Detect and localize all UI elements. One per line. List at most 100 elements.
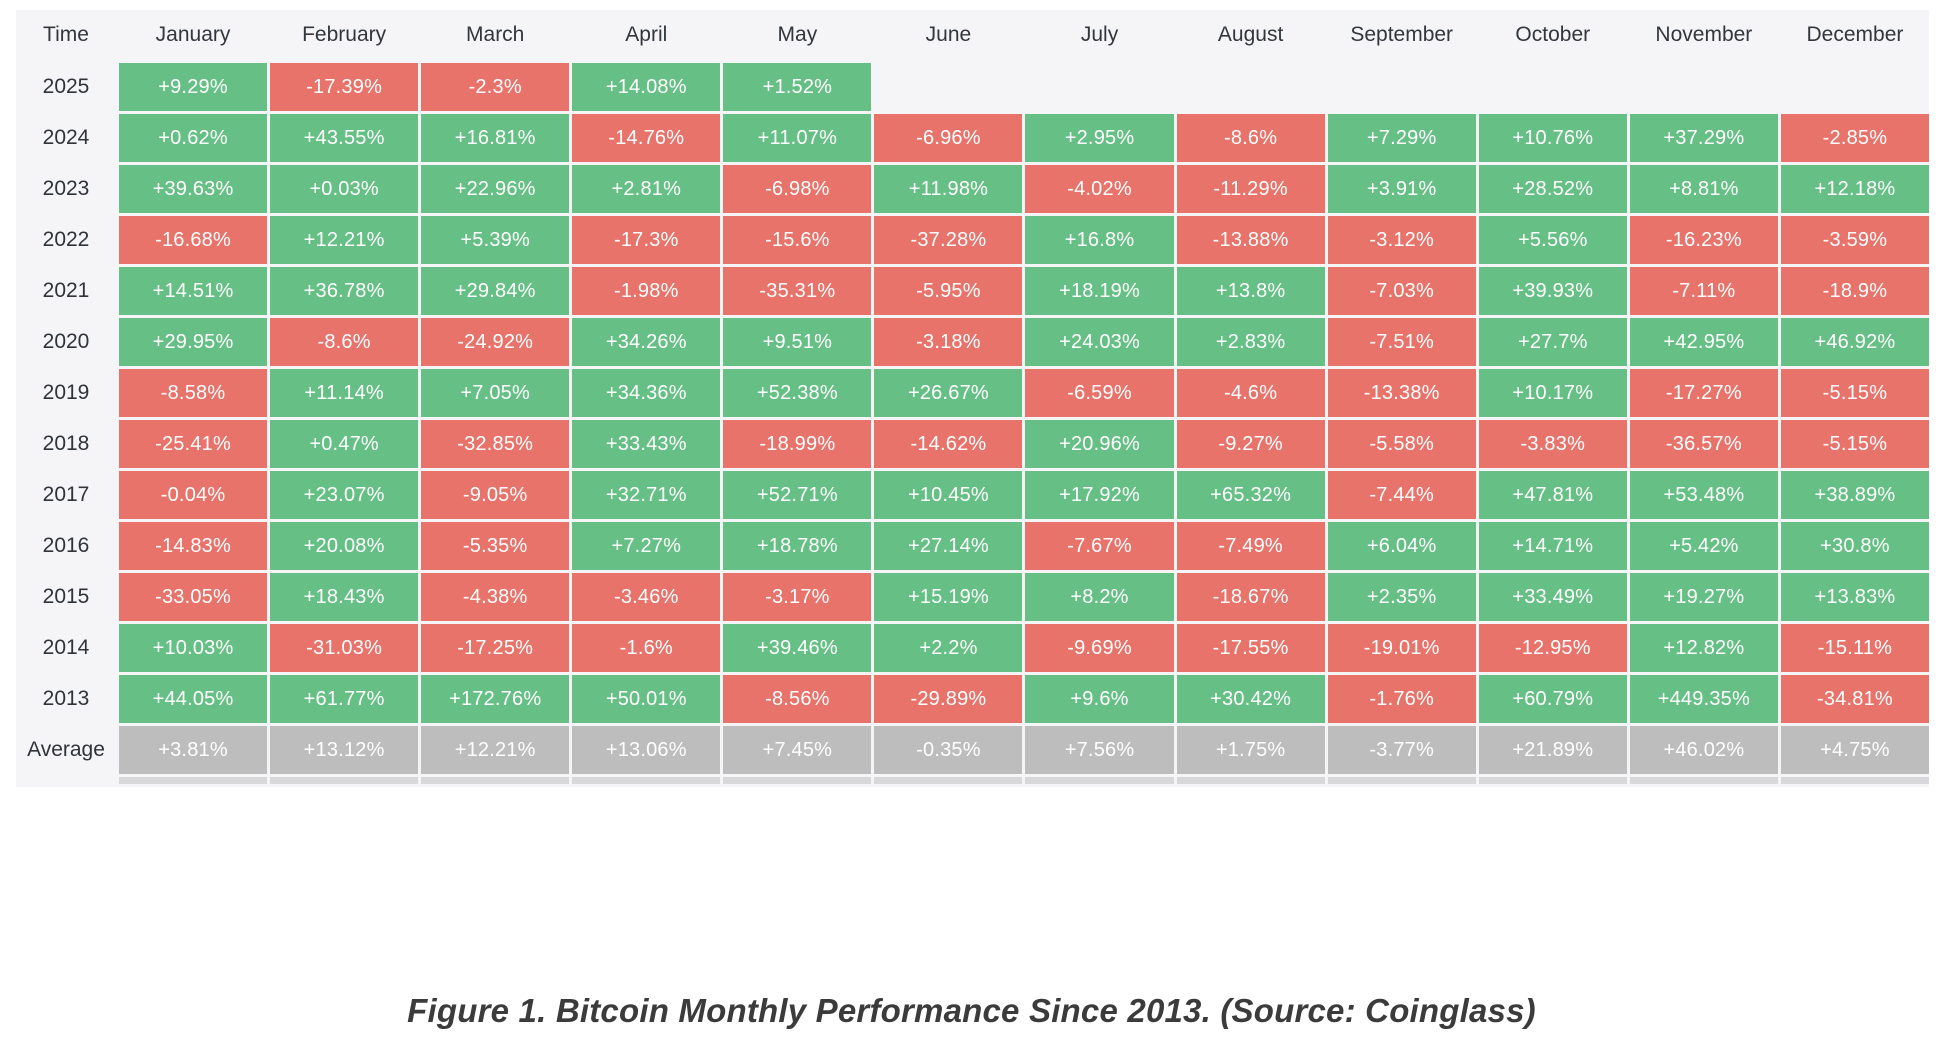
heatmap-cell: -4.02% xyxy=(1025,165,1174,213)
heatmap-cell: -35.31% xyxy=(723,267,872,315)
heatmap-cell: +39.46% xyxy=(723,624,872,672)
table-row: 2014 +10.03% -31.03% -17.25% -1.6% +39.46% +2.… xyxy=(16,624,1929,672)
row-label: 2024 xyxy=(42,126,90,149)
heatmap-cell: +32.71% xyxy=(572,471,721,519)
table-row: 2025 +9.29% -17.39% -2.3% +14.08% +1.52% xyxy=(16,63,1929,111)
heatmap-cell: +38.89% xyxy=(1780,471,1929,519)
heatmap-cell: +33.49% xyxy=(1478,573,1627,621)
heatmap-cell: +18.19% xyxy=(1025,267,1174,315)
heatmap-cell: +42.95% xyxy=(1629,318,1778,366)
column-header: February xyxy=(302,23,387,46)
row-label: 2018 xyxy=(42,432,90,455)
heatmap-cell: -1.6% xyxy=(572,624,721,672)
heatmap-cell: +9.51% xyxy=(723,318,872,366)
heatmap-cell: -3.77% xyxy=(1327,726,1476,774)
heatmap-cell: -4.38% xyxy=(421,573,570,621)
heatmap-cell: -15.6% xyxy=(723,216,872,264)
heatmap-cell: +20.96% xyxy=(1025,420,1174,468)
heatmap-cell: +5.39% xyxy=(421,216,570,264)
column-header: September xyxy=(1350,23,1454,46)
heatmap-cell: +13.83% xyxy=(1780,573,1929,621)
heatmap-cell: +27.7% xyxy=(1478,318,1627,366)
heatmap-cell: +172.76% xyxy=(421,675,570,723)
heatmap-cell: +4.75% xyxy=(1780,726,1929,774)
heatmap-cell: +8.81% xyxy=(1629,165,1778,213)
heatmap-cell: -16.23% xyxy=(1629,216,1778,264)
heatmap-cell xyxy=(421,777,570,784)
heatmap-cell: +50.01% xyxy=(572,675,721,723)
heatmap-cell: -19.01% xyxy=(1327,624,1476,672)
row-label: 2020 xyxy=(42,330,90,353)
heatmap-cell: -3.12% xyxy=(1327,216,1476,264)
heatmap-cell: -31.03% xyxy=(270,624,419,672)
heatmap-cell: +16.81% xyxy=(421,114,570,162)
heatmap-cell: +65.32% xyxy=(1176,471,1325,519)
heatmap-cell: +9.29% xyxy=(119,63,268,111)
table-row: 2013 +44.05% +61.77% +172.76% +50.01% -8.56% -… xyxy=(16,675,1929,723)
heatmap-cell: +13.06% xyxy=(572,726,721,774)
heatmap-cell: -7.03% xyxy=(1327,267,1476,315)
heatmap-cell: -13.88% xyxy=(1176,216,1325,264)
heatmap-cell: +11.14% xyxy=(270,369,419,417)
heatmap-cell: +52.38% xyxy=(723,369,872,417)
heatmap-cell: +24.03% xyxy=(1025,318,1174,366)
heatmap-cell xyxy=(119,777,268,784)
table-row: 2020 +29.95% -8.6% -24.92% +34.26% +9.51% -3.1… xyxy=(16,318,1929,366)
heatmap-cell: +26.67% xyxy=(874,369,1023,417)
heatmap-cell: -8.56% xyxy=(723,675,872,723)
heatmap-cell: -7.67% xyxy=(1025,522,1174,570)
heatmap-cell: -3.18% xyxy=(874,318,1023,366)
heatmap-cell: -1.76% xyxy=(1327,675,1476,723)
heatmap-cell: +61.77% xyxy=(270,675,419,723)
column-header: October xyxy=(1515,23,1591,46)
row-label: 2025 xyxy=(42,75,90,98)
row-label: 2019 xyxy=(42,381,90,404)
heatmap-cell: +18.78% xyxy=(723,522,872,570)
heatmap-cell xyxy=(1478,777,1627,784)
heatmap-cell: -32.85% xyxy=(421,420,570,468)
heatmap-cell: +10.76% xyxy=(1478,114,1627,162)
heatmap-cell: +10.45% xyxy=(874,471,1023,519)
column-header: January xyxy=(155,23,231,46)
heatmap-cell: -5.58% xyxy=(1327,420,1476,468)
heatmap-cell: +449.35% xyxy=(1629,675,1778,723)
heatmap-cell: -17.39% xyxy=(270,63,419,111)
heatmap-cell xyxy=(270,777,419,784)
heatmap-cell: +34.36% xyxy=(572,369,721,417)
row-label: 2022 xyxy=(42,228,90,251)
heatmap-cell: +11.98% xyxy=(874,165,1023,213)
heatmap-cell xyxy=(1025,63,1173,111)
heatmap-cell: +11.07% xyxy=(723,114,872,162)
heatmap-cell: +22.96% xyxy=(421,165,570,213)
heatmap-cell: +14.51% xyxy=(119,267,268,315)
heatmap-cell: -7.51% xyxy=(1327,318,1476,366)
heatmap-cell: +8.2% xyxy=(1025,573,1174,621)
heatmap-cell: +12.18% xyxy=(1780,165,1929,213)
heatmap-cell: -17.25% xyxy=(421,624,570,672)
heatmap-cell: -2.85% xyxy=(1780,114,1929,162)
heatmap-cell: -11.29% xyxy=(1176,165,1325,213)
heatmap-cell: -7.44% xyxy=(1327,471,1476,519)
heatmap-cell: +0.47% xyxy=(270,420,419,468)
heatmap-cell: +7.27% xyxy=(572,522,721,570)
row-label: 2014 xyxy=(42,636,90,659)
heatmap-cell: -18.67% xyxy=(1176,573,1325,621)
heatmap-cell: +0.03% xyxy=(270,165,419,213)
column-header: August xyxy=(1217,23,1284,46)
heatmap-cell: -25.41% xyxy=(119,420,268,468)
heatmap-cell: -2.3% xyxy=(421,63,570,111)
heatmap-cell xyxy=(572,777,721,784)
heatmap-cell: -14.62% xyxy=(874,420,1023,468)
table-row: 2021 +14.51% +36.78% +29.84% -1.98% -35.31% -5… xyxy=(16,267,1929,315)
heatmap-cell: +9.6% xyxy=(1025,675,1174,723)
heatmap-cell xyxy=(1025,777,1174,784)
heatmap-cell: +20.08% xyxy=(270,522,419,570)
heatmap-cell: +1.75% xyxy=(1176,726,1325,774)
table-row: 2018 -25.41% +0.47% -32.85% +33.43% -18.99% -1… xyxy=(16,420,1929,468)
row-label: 2016 xyxy=(42,534,90,557)
heatmap-cell: +7.45% xyxy=(723,726,872,774)
heatmap-cell: -37.28% xyxy=(874,216,1023,264)
heatmap-cell: +19.27% xyxy=(1629,573,1778,621)
heatmap-cell: -6.96% xyxy=(874,114,1023,162)
table-row: 2016 -14.83% +20.08% -5.35% +7.27% +18.78% +27… xyxy=(16,522,1929,570)
